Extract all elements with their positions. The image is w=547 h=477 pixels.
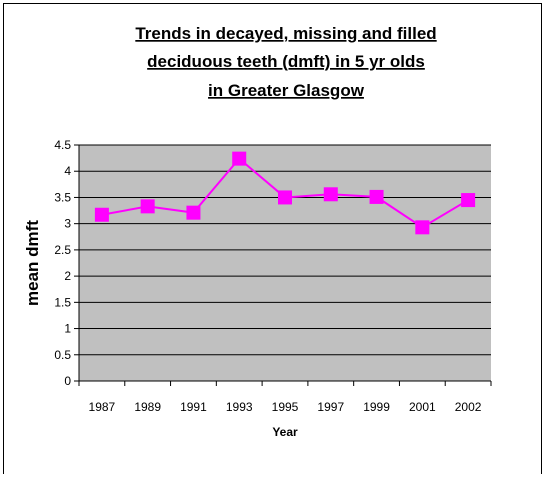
y-tick-label: 1 xyxy=(64,322,71,336)
x-tick-label: 1991 xyxy=(180,400,207,414)
x-tick-label: 1997 xyxy=(317,400,344,414)
data-point xyxy=(94,207,109,222)
x-tick-label: 1987 xyxy=(89,400,116,414)
data-point xyxy=(186,205,201,220)
y-axis-ticks: 0 0.5 1 1.5 2 2.5 3 3.5 4 4.5 xyxy=(54,138,79,388)
y-tick-label: 0 xyxy=(64,374,71,388)
x-axis-title: Year xyxy=(272,425,298,439)
x-tick-label: 2001 xyxy=(409,400,436,414)
y-tick-label: 3 xyxy=(64,217,71,231)
chart-title-line-1: Trends in decayed, missing and filled xyxy=(135,24,436,43)
data-series xyxy=(94,151,476,235)
chart-title-line-3: in Greater Glasgow xyxy=(208,81,365,100)
y-tick-label: 2 xyxy=(64,269,71,283)
x-axis-ticks: 1987 1989 1991 1993 1995 1997 1999 2001 2002 xyxy=(78,381,492,414)
data-point xyxy=(369,189,384,204)
x-tick-label: 1995 xyxy=(272,400,299,414)
data-point xyxy=(461,193,476,208)
chart-title-line-2: deciduous teeth (dmft) in 5 yr olds xyxy=(147,52,425,71)
y-tick-label: 3.5 xyxy=(54,190,71,204)
y-tick-label: 4.5 xyxy=(54,138,71,152)
x-tick-label: 1993 xyxy=(226,400,253,414)
data-point xyxy=(140,199,155,214)
plot-area xyxy=(79,145,491,381)
data-point xyxy=(232,151,247,166)
y-tick-label: 4 xyxy=(64,164,71,178)
x-tick-label: 1999 xyxy=(363,400,390,414)
y-axis-title: mean dmft xyxy=(23,220,42,306)
y-tick-label: 1.5 xyxy=(54,295,71,309)
data-point xyxy=(415,220,430,235)
y-tick-label: 2.5 xyxy=(54,243,71,257)
x-tick-label: 1989 xyxy=(134,400,161,414)
x-tick-label: 2002 xyxy=(455,400,482,414)
y-tick-label: 0.5 xyxy=(54,348,71,362)
data-point xyxy=(323,187,338,202)
data-point xyxy=(278,190,292,205)
